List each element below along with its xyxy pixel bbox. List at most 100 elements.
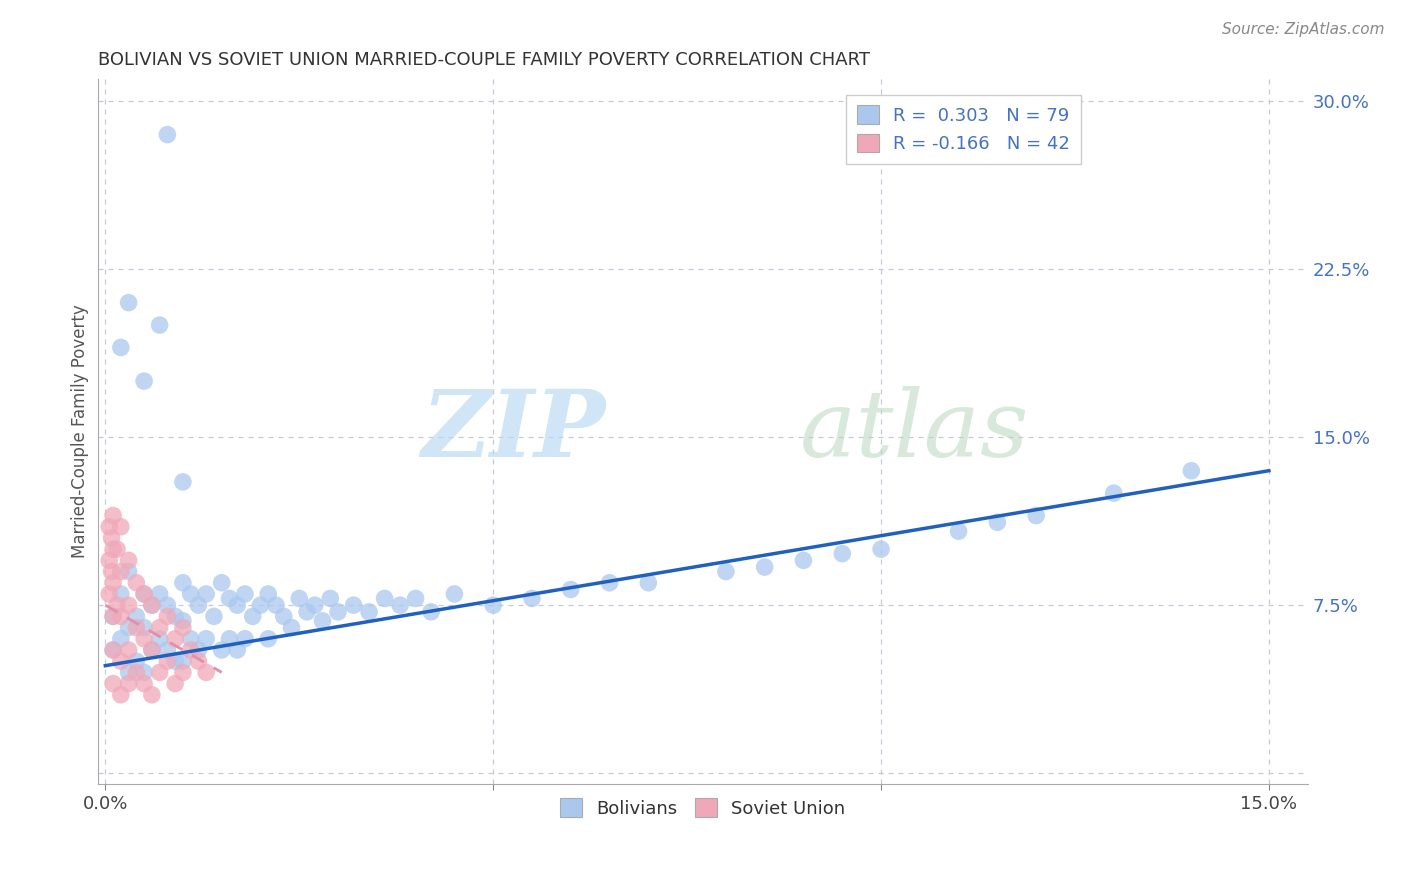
Point [357,605,380,619]
Point [195,632,218,646]
Point [165,676,187,690]
Point [141,598,163,612]
Point [117,295,139,310]
Point [110,609,132,624]
Point [110,632,132,646]
Point [134,374,156,388]
Point [948,524,970,539]
Point [180,632,202,646]
Point [125,665,148,680]
Point [98,587,121,601]
Point [117,598,139,612]
Point [172,665,194,680]
Point [257,632,280,646]
Point [134,621,156,635]
Point [149,621,172,635]
Point [101,643,124,657]
Point [110,688,132,702]
Text: ZIP: ZIP [422,386,606,476]
Point [156,609,179,624]
Point [101,542,124,557]
Point [172,614,194,628]
Point [754,560,776,574]
Point [389,598,412,612]
Point [110,654,132,668]
Point [149,665,172,680]
Point [180,643,202,657]
Point [520,591,543,606]
Point [986,515,1008,529]
Point [195,665,218,680]
Point [211,643,233,657]
Point [100,531,122,545]
Point [110,341,132,355]
Point [110,565,132,579]
Point [792,553,814,567]
Point [1102,486,1125,500]
Point [134,587,156,601]
Point [141,643,163,657]
Point [172,654,194,668]
Point [125,654,148,668]
Point [187,643,209,657]
Point [187,654,209,668]
Point [172,621,194,635]
Point [125,609,148,624]
Point [172,575,194,590]
Point [134,632,156,646]
Point [101,643,124,657]
Point [714,565,737,579]
Point [187,598,209,612]
Point [295,605,318,619]
Point [110,520,132,534]
Point [165,654,187,668]
Point [831,547,853,561]
Point [105,542,128,557]
Point [374,591,396,606]
Point [180,587,202,601]
Point [443,587,465,601]
Point [117,621,139,635]
Point [141,643,163,657]
Point [637,575,659,590]
Point [156,598,179,612]
Point [101,676,124,690]
Point [117,643,139,657]
Point [319,591,342,606]
Point [117,665,139,680]
Point [134,587,156,601]
Point [1180,464,1202,478]
Point [420,605,443,619]
Point [211,575,233,590]
Point [233,632,256,646]
Point [156,643,179,657]
Point [195,587,218,601]
Point [125,621,148,635]
Point [280,621,302,635]
Point [125,575,148,590]
Point [326,605,349,619]
Point [405,591,427,606]
Point [273,609,295,624]
Point [100,565,122,579]
Point [226,598,249,612]
Point [149,632,172,646]
Point [226,643,249,657]
Point [242,609,264,624]
Point [149,318,172,332]
Point [117,553,139,567]
Text: BOLIVIAN VS SOVIET UNION MARRIED-COUPLE FAMILY POVERTY CORRELATION CHART: BOLIVIAN VS SOVIET UNION MARRIED-COUPLE … [97,51,869,69]
Point [101,575,124,590]
Point [870,542,893,557]
Point [101,609,124,624]
Point [311,614,333,628]
Point [264,598,287,612]
Point [117,565,139,579]
Point [134,676,156,690]
Point [218,632,240,646]
Point [172,475,194,489]
Point [304,598,326,612]
Point [249,598,271,612]
Point [233,587,256,601]
Point [202,609,225,624]
